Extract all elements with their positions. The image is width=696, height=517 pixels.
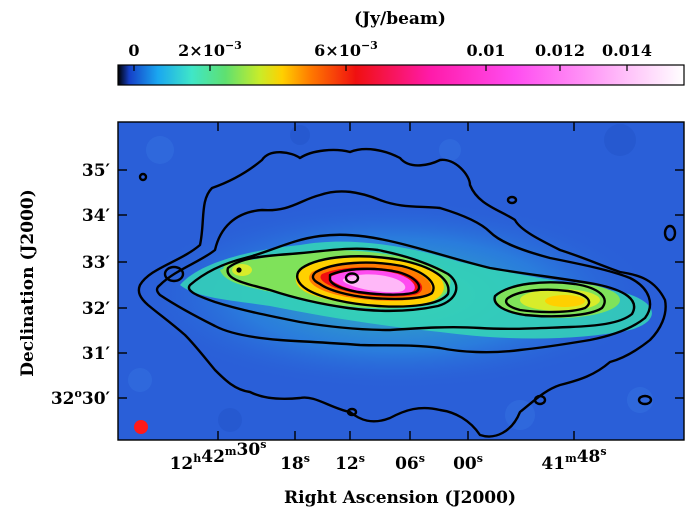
- contour-level-4: [226, 247, 458, 312]
- contour-west-lobe-inner: [504, 288, 591, 314]
- colorbar-title: (Jy/beam): [354, 9, 446, 29]
- contour-level-5: [296, 255, 450, 308]
- x-tick-label: 06s: [395, 452, 425, 474]
- x-tick-label: 12s: [335, 452, 365, 474]
- contour-west-lobe-outer: [493, 281, 606, 318]
- west-lobe-core: [545, 295, 585, 307]
- colorbar-tick-label: 0.012: [535, 41, 585, 60]
- east-knot: [232, 264, 252, 276]
- colorbar: [117, 64, 685, 86]
- colorbar-tick-label: 0.014: [602, 41, 652, 60]
- contour-island-4: [533, 394, 547, 406]
- contour-island-2: [663, 224, 677, 242]
- contour-island-6: [506, 195, 518, 205]
- colorbar-tick-label: 6×10−3: [314, 39, 378, 60]
- y-tick-label: 32′: [82, 299, 111, 319]
- map-frame: [117, 121, 685, 441]
- contour-east-blob: [163, 265, 185, 283]
- contour-level-2: [155, 190, 652, 354]
- y-tick-label: 34′: [82, 206, 111, 226]
- contour-island-5: [346, 407, 358, 417]
- y-tick-label: 35′: [82, 161, 111, 181]
- contours: [137, 147, 677, 438]
- contour-peak: [344, 272, 360, 284]
- y-tick-label: 33′: [82, 253, 111, 273]
- axis-ticks: [118, 122, 684, 440]
- x-tick-labels: 12h42m30s 18s 12s 06s 00s 41m48s: [170, 438, 607, 474]
- x-tick-label: 41m48s: [541, 445, 606, 474]
- y-tick-label: 31′: [82, 344, 111, 364]
- contour-island-3: [637, 394, 653, 406]
- y-tick-label: 32o30′: [51, 387, 111, 409]
- contour-level-7: [328, 267, 421, 296]
- colorbar-ticks: 0 2×10−3 6×10−3 0.01 0.012 0.014: [128, 39, 652, 71]
- y-axis-label: Declination (J2000): [18, 189, 38, 377]
- east-knot-marker: [236, 267, 242, 273]
- colorbar-tick-label: 2×10−3: [178, 39, 242, 60]
- x-tick-label: 00s: [453, 452, 483, 474]
- contour-island-1: [138, 172, 148, 182]
- colorbar-tick-label: 0.01: [467, 41, 506, 60]
- contour-level-6: [311, 261, 435, 301]
- x-axis-label: Right Ascension (J2000): [284, 488, 516, 508]
- map-panel: [118, 122, 684, 440]
- y-tick-labels: 35′ 34′ 33′ 32′ 31′ 32o30′: [51, 161, 111, 409]
- beam-marker: [134, 420, 148, 434]
- contour-level-3: [187, 233, 636, 332]
- x-tick-label: 18s: [280, 452, 310, 474]
- contour-level-1: [137, 147, 667, 438]
- x-tick-label: 12h42m30s: [170, 438, 267, 474]
- colorbar-tick-label: 0: [128, 41, 139, 60]
